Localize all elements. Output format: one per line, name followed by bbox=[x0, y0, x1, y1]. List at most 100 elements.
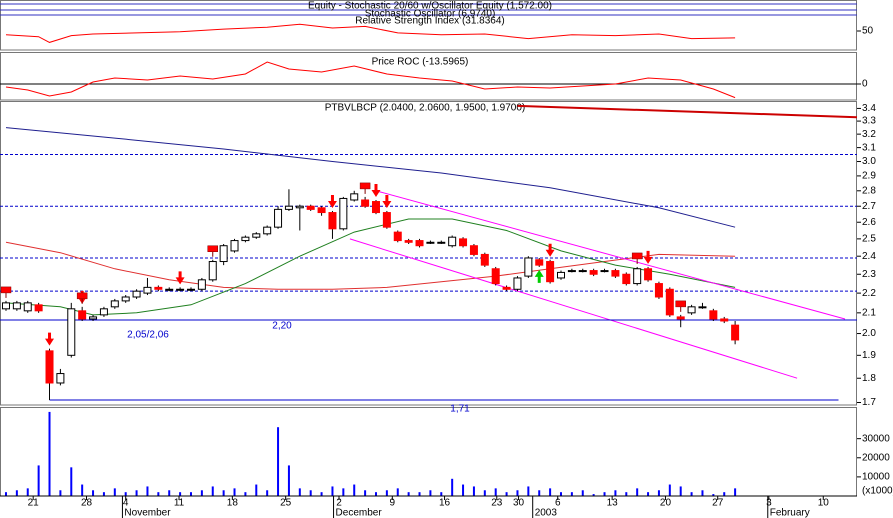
candle-body bbox=[426, 241, 435, 244]
candle-body bbox=[393, 231, 402, 242]
candle-body bbox=[676, 316, 685, 320]
sell-arrow bbox=[327, 194, 337, 208]
volume-bar bbox=[668, 484, 671, 496]
candle-body bbox=[513, 277, 522, 290]
volume-bar bbox=[277, 427, 280, 496]
volume-bar bbox=[429, 490, 432, 496]
candle-body bbox=[546, 261, 555, 283]
volume-bar bbox=[298, 488, 301, 496]
candle-body bbox=[404, 240, 413, 243]
candle-body bbox=[361, 199, 370, 207]
volume-bar bbox=[690, 492, 693, 496]
candle-body bbox=[535, 259, 544, 266]
candle-body bbox=[589, 270, 598, 275]
candle-body bbox=[654, 283, 663, 298]
candle-body bbox=[219, 245, 228, 263]
candle-body bbox=[295, 205, 304, 209]
x-tick-label: 2 bbox=[336, 498, 342, 509]
candle-body bbox=[371, 201, 380, 214]
candle-body bbox=[241, 236, 250, 242]
y-tick-label: 2.2 bbox=[862, 288, 876, 299]
indicator-line bbox=[5, 23, 736, 43]
volume-bar bbox=[4, 492, 7, 496]
candle-body bbox=[469, 245, 478, 255]
volume-unit: (x1000) bbox=[862, 486, 893, 497]
candle-body bbox=[252, 233, 261, 238]
y-tick-label: 2.6 bbox=[862, 217, 876, 228]
candle-body bbox=[687, 306, 696, 314]
candle-body bbox=[1, 302, 10, 310]
candle-body bbox=[350, 193, 359, 201]
candle-body bbox=[665, 288, 674, 316]
volume-bar bbox=[309, 490, 312, 496]
candle-body bbox=[23, 302, 32, 312]
candle-body bbox=[567, 270, 576, 273]
volume-bar bbox=[222, 490, 225, 496]
volume-bar bbox=[679, 486, 682, 496]
candle-body bbox=[698, 306, 707, 309]
volume-bar bbox=[233, 488, 236, 496]
candle-body bbox=[611, 270, 620, 277]
candle-body bbox=[121, 296, 130, 302]
candle-body bbox=[67, 308, 76, 356]
volume-bar bbox=[462, 484, 465, 496]
candle-body bbox=[12, 302, 21, 310]
y-tick-label: 3.3 bbox=[862, 116, 876, 127]
x-tick-label: 16 bbox=[439, 498, 451, 509]
x-tick-label: 18 bbox=[227, 498, 239, 509]
y-tick-label: 1.9 bbox=[862, 350, 876, 361]
volume-bar bbox=[516, 490, 519, 496]
y-tick-label: 2.7 bbox=[862, 201, 876, 212]
volume-bar bbox=[505, 492, 508, 496]
candle-body bbox=[382, 212, 391, 228]
candle-body bbox=[600, 270, 609, 273]
x-tick-label: 20 bbox=[660, 498, 672, 509]
sell-arrow bbox=[175, 271, 185, 285]
buy-arrow bbox=[534, 269, 544, 283]
flag bbox=[675, 300, 686, 308]
volume-bar bbox=[70, 467, 73, 496]
sell-arrow bbox=[545, 243, 555, 257]
y-tick-label: 2.1 bbox=[862, 307, 876, 318]
y-tick-label: 2.4 bbox=[862, 251, 876, 262]
candle-body bbox=[99, 308, 108, 316]
x-tick-label: 11 bbox=[174, 498, 185, 509]
candle-body bbox=[448, 236, 457, 247]
candle-body bbox=[491, 268, 500, 285]
overlay-line bbox=[349, 238, 798, 379]
overlay-line bbox=[5, 241, 736, 290]
candle-body bbox=[165, 288, 174, 291]
volume-bar bbox=[146, 486, 149, 496]
volume-bar bbox=[342, 488, 345, 496]
volume-bar bbox=[81, 484, 84, 496]
candle-body bbox=[45, 350, 54, 384]
roc-panel bbox=[0, 52, 857, 101]
candle-body bbox=[306, 205, 315, 210]
candle-body bbox=[143, 286, 152, 294]
candle-body bbox=[89, 316, 98, 320]
y-tick-label: 3.0 bbox=[862, 156, 876, 167]
x-tick-label: 4 bbox=[123, 498, 129, 509]
x-tick-label: 21 bbox=[28, 498, 40, 509]
indicator-label: Stochastic Oscillator (6.9740) bbox=[365, 9, 496, 20]
volume-bar bbox=[723, 492, 726, 496]
volume-bar bbox=[179, 492, 182, 496]
volume-bar bbox=[26, 488, 29, 496]
indicator-line bbox=[5, 61, 736, 99]
sell-arrow bbox=[371, 183, 381, 197]
month-label: December bbox=[336, 508, 383, 518]
candle-body bbox=[459, 238, 468, 247]
candle-body bbox=[78, 310, 87, 320]
candle-body bbox=[197, 279, 206, 290]
x-tick-label: 13 bbox=[607, 498, 619, 509]
volume-bar bbox=[287, 465, 290, 496]
overlay-line bbox=[5, 127, 736, 228]
volume-bar bbox=[15, 490, 18, 496]
volume-bar bbox=[113, 488, 116, 496]
volume-bar bbox=[48, 411, 51, 496]
volume-bar bbox=[211, 486, 214, 496]
x-tick-label: 23 bbox=[491, 498, 503, 509]
volume-bar bbox=[385, 490, 388, 496]
x-tick-label: 3 bbox=[766, 498, 772, 509]
